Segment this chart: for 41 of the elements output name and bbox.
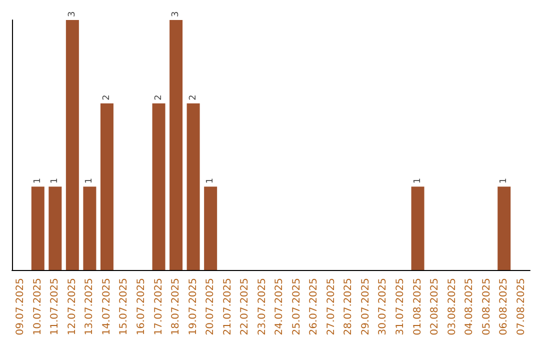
x-tick-label: 24.07.2025: [274, 278, 286, 336]
x-tick-label: 05.08.2025: [481, 278, 492, 336]
x-tick-label: 06.08.2025: [498, 278, 510, 336]
x-tick-label: 11.07.2025: [50, 278, 61, 336]
x-tick-label: 21.07.2025: [222, 278, 234, 336]
data-label: 1: [32, 178, 43, 184]
x-tick-label: 19.07.2025: [188, 278, 199, 336]
x-tick-label: 28.07.2025: [343, 278, 354, 336]
x-tick-label: 01.08.2025: [412, 278, 424, 336]
data-label: 1: [206, 178, 216, 184]
x-tick-label: 09.07.2025: [15, 278, 26, 336]
data-label: 1: [499, 178, 510, 184]
x-tick-label: 17.07.2025: [153, 278, 164, 336]
x-tick-label: 22.07.2025: [240, 278, 251, 336]
x-tick-label: 07.08.2025: [516, 278, 527, 336]
data-label: 3: [171, 11, 182, 17]
data-label: 2: [154, 94, 164, 100]
x-tick-label: 15.07.2025: [118, 278, 130, 336]
x-tick-label: 26.07.2025: [308, 278, 320, 336]
x-tick-label: 16.07.2025: [136, 278, 147, 336]
data-label: 1: [50, 178, 60, 184]
x-tick-label: 23.07.2025: [256, 278, 268, 336]
x-tick-label: 03.08.2025: [446, 278, 458, 336]
data-label: 2: [188, 94, 198, 100]
x-tick-label: 27.07.2025: [326, 278, 337, 336]
x-tick-label: 25.07.2025: [291, 278, 302, 336]
data-label: 3: [67, 11, 78, 17]
x-tick-label: 14.07.2025: [101, 278, 112, 336]
x-tick-label: 18.07.2025: [170, 278, 182, 336]
x-tick-label: 04.08.2025: [464, 278, 476, 336]
x-tick-label: 12.07.2025: [66, 278, 78, 336]
x-tick-label: 29.07.2025: [360, 278, 372, 336]
x-tick-label: 20.07.2025: [205, 278, 216, 336]
x-tick-label: 02.08.2025: [430, 278, 441, 336]
x-tick-label: 10.07.2025: [32, 278, 44, 336]
x-tick-label: 31.07.2025: [395, 278, 406, 336]
x-tick-label: 30.07.2025: [378, 278, 389, 336]
data-label: 1: [412, 178, 423, 184]
x-tick-label: 13.07.2025: [84, 278, 96, 336]
data-label: 2: [102, 94, 112, 100]
data-label: 1: [84, 178, 95, 184]
